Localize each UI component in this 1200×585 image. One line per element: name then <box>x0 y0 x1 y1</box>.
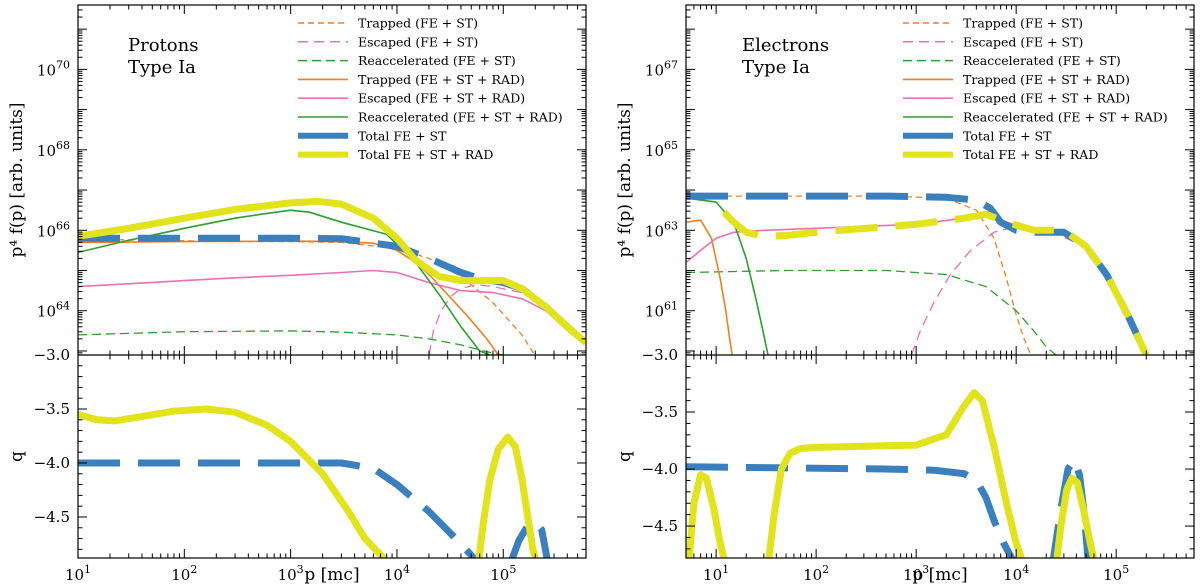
y-tick-label: −3.5 <box>642 403 678 421</box>
x-tick-label: 101 <box>65 563 91 584</box>
series-line-escaped-fe-st-rad <box>78 269 586 344</box>
series-line-total-fe-st-rad <box>721 209 1150 355</box>
series-line-total-fe-st <box>686 463 1017 558</box>
series-line-trapped-fe-st <box>78 238 536 355</box>
legend-label: Trapped (FE + ST) <box>358 16 478 31</box>
series-line-trapped-fe-st <box>686 195 1032 355</box>
y-axis-label-top: p⁴ f(p) [arb. units] <box>615 102 635 257</box>
x-axis-label: p [mc] <box>304 565 359 585</box>
series-line-trapped-fe-st-rad <box>78 240 500 355</box>
legend-label: Escaped (FE + ST) <box>963 34 1083 49</box>
x-tick-label: 105 <box>1103 563 1129 584</box>
series-line-total-fe-st-rad <box>78 197 586 346</box>
y-tick-label: −4.0 <box>642 460 678 478</box>
y-tick-label: −4.5 <box>34 508 70 526</box>
series-line-total-fe-st <box>78 234 586 346</box>
series-line-total-fe-st <box>78 459 479 558</box>
panel-title-line: Protons <box>128 35 198 56</box>
legend-label: Escaped (FE + ST) <box>358 34 478 49</box>
x-tick-label: 102 <box>171 563 197 584</box>
tick-marks <box>685 5 1195 558</box>
series-line-total-fe-st-rad <box>1053 474 1098 558</box>
y-tick-label: 1066 <box>37 219 70 240</box>
y-axis-label-bottom: q <box>7 451 27 462</box>
tick-marks <box>77 5 587 558</box>
series-line-total-fe-st <box>508 518 551 558</box>
y-tick-label: −4.0 <box>34 454 70 472</box>
x-tick-label: 103 <box>903 563 929 584</box>
slope-curves <box>78 405 551 558</box>
legend-label: Trapped (FE + ST + RAD) <box>963 72 1130 87</box>
legend-label: Escaped (FE + ST + RAD) <box>358 91 525 106</box>
slope-curves <box>686 389 1098 558</box>
x-tick-label: 104 <box>1003 563 1029 584</box>
x-tick-label: 105 <box>490 563 516 584</box>
axes-frame <box>685 4 1195 559</box>
series-line-reaccelerated-fe-st <box>78 330 504 355</box>
series-line-reaccelerated-fe-st-rad <box>686 197 769 355</box>
right-panel: 101 102 103 104 105 1061 1063 1065 1067 −3.0 −3.5 −… <box>615 4 1195 585</box>
legend-label: Total FE + ST + RAD <box>963 147 1098 162</box>
legend-label: Trapped (FE + ST) <box>963 16 1083 31</box>
panel-title-line: Type Ia <box>742 57 810 78</box>
y-tick-label: −3.0 <box>34 346 70 364</box>
y-tick-label: 1063 <box>645 219 678 240</box>
y-tick-label: 1067 <box>645 58 678 79</box>
y-tick-label: 1065 <box>645 139 678 160</box>
legend-label: Escaped (FE + ST + RAD) <box>963 91 1130 106</box>
x-tick-label: 103 <box>278 563 304 584</box>
series-line-total-fe-st-rad <box>686 471 728 558</box>
legend-label: Trapped (FE + ST + RAD) <box>358 72 525 87</box>
legend-label: Reaccelerated (FE + ST + RAD) <box>358 110 563 125</box>
series-line-total-fe-st-rad <box>475 433 539 558</box>
x-tick-label: 104 <box>384 563 410 584</box>
x-tick-label: 101 <box>703 563 729 584</box>
series-line-total-fe-st-rad <box>765 389 1026 558</box>
legend-label: Total FE + ST <box>358 128 447 143</box>
series-line-total-fe-st <box>686 192 1150 355</box>
axes-frame <box>77 4 587 559</box>
y-tick-label: −3.0 <box>642 346 678 364</box>
legend: Trapped (FE + ST) Escaped (FE + ST) Reacce… <box>903 16 1168 162</box>
panel-title-line: Type Ia <box>128 57 196 78</box>
y-axis-label-bottom: q <box>615 451 635 462</box>
y-tick-label: 1064 <box>37 300 70 321</box>
y-tick-label: 1068 <box>37 139 70 160</box>
legend-label: Reaccelerated (FE + ST) <box>963 53 1121 68</box>
series-line-trapped-fe-st-rad <box>686 219 733 355</box>
legend-label: Reaccelerated (FE + ST) <box>358 53 516 68</box>
series-line-escaped-fe-st <box>910 225 1077 355</box>
legend-label: Reaccelerated (FE + ST + RAD) <box>963 110 1168 125</box>
legend: Trapped (FE + ST) Escaped (FE + ST) Reacce… <box>298 16 563 162</box>
series-line-reaccelerated-fe-st-rad <box>78 209 491 355</box>
y-tick-label: −4.5 <box>642 517 678 535</box>
y-tick-label: −3.5 <box>34 400 70 418</box>
y-tick-label: 1061 <box>645 300 678 321</box>
y-axis-label-top: p⁴ f(p) [arb. units] <box>7 102 27 257</box>
panel-title-line: Electrons <box>742 35 829 56</box>
x-tick-label: 102 <box>803 563 829 584</box>
series-line-escaped-fe-st <box>428 283 523 355</box>
series-line-reaccelerated-fe-st <box>686 269 1057 355</box>
x-axis-label: p [mc] <box>912 565 967 585</box>
legend-label: Total FE + ST <box>963 128 1052 143</box>
y-tick-label: 1070 <box>37 58 70 79</box>
spectrum-curves <box>686 192 1150 355</box>
spectrum-curves <box>78 197 586 355</box>
series-line-total-fe-st-rad <box>78 405 388 558</box>
left-panel: 101 102 103 104 105 1064 1066 1068 1070 −3.0 −3.5 −… <box>7 4 587 585</box>
legend-label: Total FE + ST + RAD <box>358 147 493 162</box>
